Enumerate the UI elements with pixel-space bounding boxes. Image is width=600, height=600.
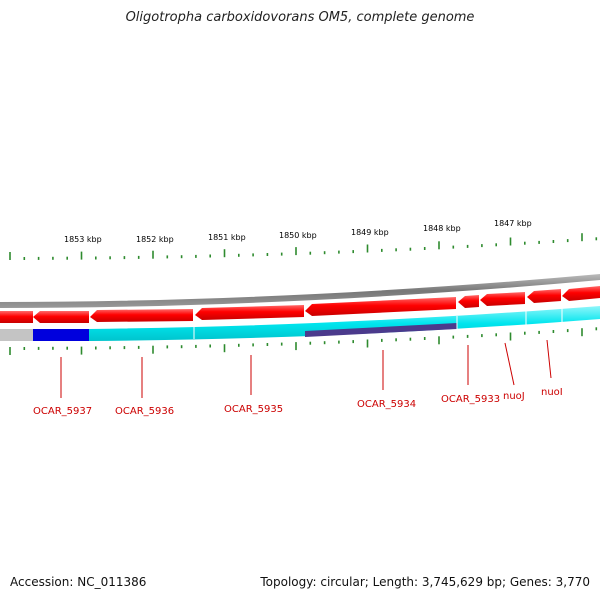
leader-nuoi — [546, 339, 552, 379]
gene-arrow-nuoj — [480, 292, 525, 306]
cds-highlight-ocar-5934 — [305, 323, 457, 337]
gene-arrow-ocar-5935 — [90, 309, 193, 322]
accession-label: Accession: NC_011386 — [10, 575, 147, 589]
gene-label-nuoi: nuoI — [541, 387, 563, 398]
gene-arrow-nuoi — [527, 289, 561, 303]
cds-track-main — [89, 306, 600, 341]
gene-arrow-next — [562, 286, 600, 301]
scale-label-1852: 1852 kbp — [136, 235, 174, 244]
gene-label-ocar-5935: OCAR_5935 — [224, 404, 283, 415]
scale-label-1847: 1847 kbp — [494, 219, 532, 228]
gene-label-ocar-5936: OCAR_5936 — [115, 406, 174, 417]
scale-labels: 1853 kbp 1852 kbp 1851 kbp 1850 kbp 1849… — [64, 219, 532, 244]
gene-arrow-nuoj-a — [458, 295, 479, 308]
gene-label-leaders — [60, 339, 552, 398]
scale-label-1853: 1853 kbp — [64, 235, 102, 244]
gene-labels: OCAR_5937 OCAR_5936 OCAR_5935 OCAR_5934 … — [33, 387, 563, 417]
scale-label-1851: 1851 kbp — [208, 233, 246, 242]
scale-label-1850: 1850 kbp — [279, 231, 317, 240]
gene-arrow-ocar-5937 — [0, 311, 33, 323]
gene-arrow-ocar-5936 — [33, 311, 89, 323]
gene-label-nuoj: nuoJ — [503, 391, 525, 402]
lower-ticks — [9, 327, 598, 355]
cds-track — [0, 306, 600, 341]
gene-label-ocar-5933: OCAR_5933 — [441, 394, 500, 405]
genome-summary: Topology: circular; Length: 3,745,629 bp… — [260, 575, 590, 589]
map-title: Oligotropha carboxidovorans OM5, complet… — [125, 10, 475, 25]
gene-label-ocar-5937: OCAR_5937 — [33, 406, 92, 417]
scale-ticks — [9, 233, 598, 260]
leader-nuoj — [504, 342, 515, 386]
gene-arrow-ocar-5934 — [195, 305, 304, 320]
scale-label-1849: 1849 kbp — [351, 228, 389, 237]
cds-ocar-5937 — [33, 329, 89, 341]
gene-arrow-ocar-5933 — [305, 297, 456, 316]
backbone-ring — [0, 274, 600, 308]
gray-feature — [0, 329, 33, 341]
gene-label-ocar-5934: OCAR_5934 — [357, 399, 416, 410]
gene-arrows — [0, 286, 600, 323]
scale-label-1848: 1848 kbp — [423, 224, 461, 233]
